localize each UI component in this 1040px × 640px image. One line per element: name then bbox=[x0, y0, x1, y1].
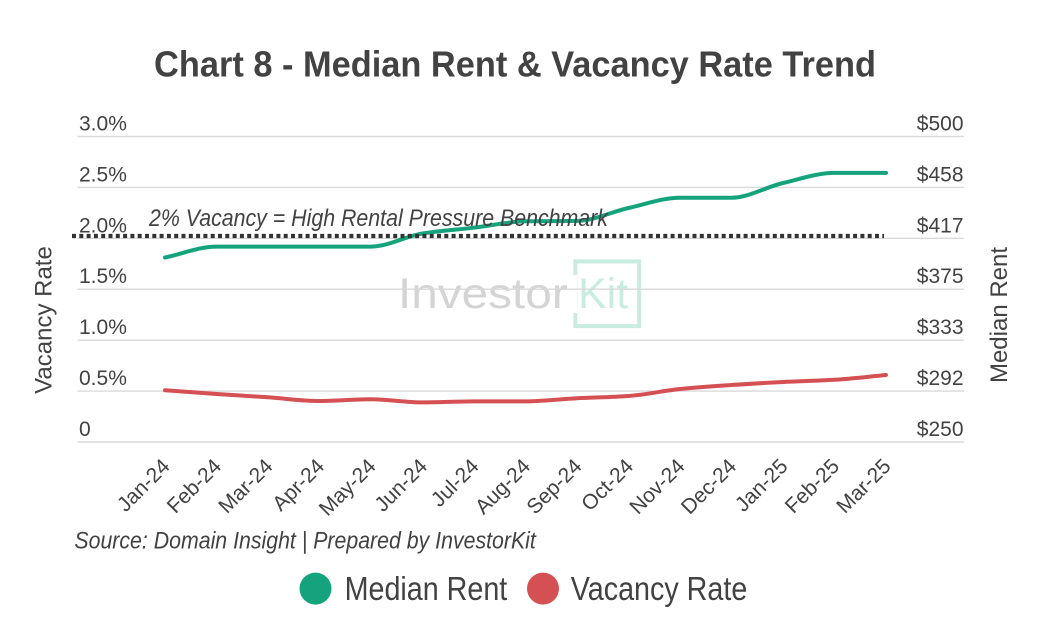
svg-text:$458: $458 bbox=[917, 163, 964, 186]
svg-text:Feb-24: Feb-24 bbox=[163, 455, 227, 519]
svg-text:Vacancy Rate: Vacancy Rate bbox=[31, 246, 58, 394]
svg-text:Median Rent: Median Rent bbox=[345, 570, 508, 607]
svg-text:Aug-24: Aug-24 bbox=[471, 455, 535, 519]
svg-text:0: 0 bbox=[79, 418, 91, 441]
svg-text:$292: $292 bbox=[917, 367, 964, 390]
svg-text:Jan-24: Jan-24 bbox=[113, 455, 175, 517]
svg-text:Investor: Investor bbox=[398, 269, 568, 317]
svg-text:Mar-25: Mar-25 bbox=[832, 455, 895, 518]
svg-text:Median Rent: Median Rent bbox=[986, 247, 1013, 383]
svg-text:3.0%: 3.0% bbox=[79, 113, 127, 136]
svg-text:0.5%: 0.5% bbox=[79, 367, 127, 390]
svg-text:Vacancy Rate: Vacancy Rate bbox=[571, 570, 747, 607]
svg-text:2.0%: 2.0% bbox=[79, 214, 127, 237]
svg-text:Kit: Kit bbox=[578, 270, 628, 318]
svg-text:Mar-24: Mar-24 bbox=[214, 455, 278, 519]
svg-text:Jan-25: Jan-25 bbox=[731, 455, 793, 517]
svg-text:$375: $375 bbox=[917, 265, 964, 288]
svg-text:Chart 8 - Median Rent & Vacanc: Chart 8 - Median Rent & Vacancy Rate Tre… bbox=[154, 45, 876, 85]
svg-text:Nov-24: Nov-24 bbox=[625, 455, 689, 519]
svg-text:Feb-25: Feb-25 bbox=[781, 455, 844, 518]
svg-text:$333: $333 bbox=[917, 316, 964, 339]
svg-text:$250: $250 bbox=[917, 418, 964, 441]
svg-text:May-24: May-24 bbox=[315, 455, 381, 521]
svg-text:1.0%: 1.0% bbox=[79, 316, 127, 339]
svg-text:Jun-24: Jun-24 bbox=[370, 455, 432, 517]
svg-text:1.5%: 1.5% bbox=[79, 265, 127, 288]
svg-text:Source: Domain Insight | Prepa: Source: Domain Insight | Prepared by Inv… bbox=[74, 526, 537, 553]
svg-text:2% Vacancy = High Rental Press: 2% Vacancy = High Rental Pressure Benchm… bbox=[148, 204, 609, 231]
svg-text:$417: $417 bbox=[917, 214, 964, 237]
svg-text:$500: $500 bbox=[917, 113, 964, 136]
svg-text:Dec-24: Dec-24 bbox=[677, 455, 741, 519]
svg-text:2.5%: 2.5% bbox=[79, 163, 127, 186]
svg-text:Sep-24: Sep-24 bbox=[522, 455, 586, 519]
